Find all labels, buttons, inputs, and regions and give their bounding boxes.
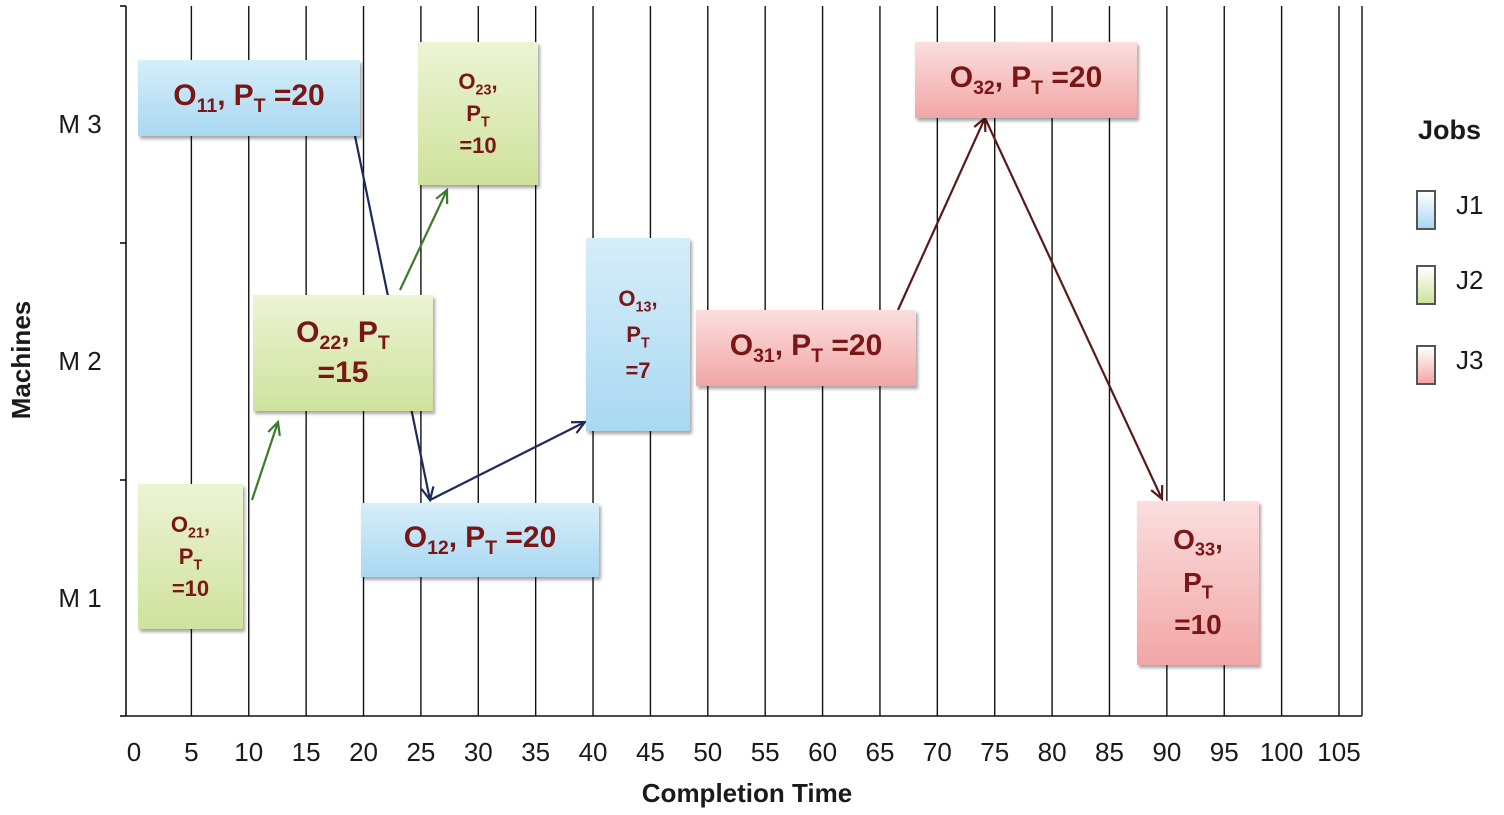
x-axis-title: Completion Time (642, 778, 852, 808)
arrow-o31-to-o32 (896, 117, 987, 311)
x-tick-label-35: 35 (521, 737, 550, 767)
x-tick-label-95: 95 (1210, 737, 1239, 767)
x-tick-label-40: 40 (579, 737, 608, 767)
x-tick-label-45: 45 (636, 737, 665, 767)
x-tick-label-75: 75 (980, 737, 1009, 767)
operation-o23: O23, PT =10 (418, 42, 538, 185)
y-tick-label-m1: M 1 (58, 583, 101, 613)
x-tick-label-10: 10 (234, 737, 263, 767)
x-tick-label-30: 30 (464, 737, 493, 767)
x-tick-label-100: 100 (1260, 737, 1303, 767)
legend-title: Jobs (1418, 115, 1482, 145)
arrowhead-o12-to-o13 (570, 420, 588, 434)
y-tick-label-m2: M 2 (58, 346, 101, 376)
operation-o33: O33, PT =10 (1137, 501, 1259, 665)
arrow-o21-to-o22 (250, 421, 280, 501)
x-tick-label-25: 25 (406, 737, 435, 767)
x-tick-label-65: 65 (865, 737, 894, 767)
arrow-o22-to-o23 (399, 189, 448, 291)
legend-swatch-j3 (1416, 345, 1436, 385)
x-tick-label-55: 55 (751, 737, 780, 767)
operation-o13: O13, PT =7 (586, 238, 690, 431)
arrow-o12-to-o13 (429, 421, 586, 501)
x-tick-label-20: 20 (349, 737, 378, 767)
arrowhead-o21-to-o22 (267, 419, 281, 437)
legend-item-j2: J2 (1416, 265, 1504, 315)
x-tick-label-80: 80 (1038, 737, 1067, 767)
legend-label-j2: J2 (1456, 265, 1484, 295)
legend-swatch-j1 (1416, 190, 1436, 230)
operation-o31: O31, PT =20 (696, 310, 916, 386)
x-tick-label-15: 15 (292, 737, 321, 767)
legend-label-j3: J3 (1456, 345, 1484, 375)
operation-o11: O11, PT =20 (138, 60, 360, 136)
legend-label-j1: J1 (1456, 190, 1484, 220)
operation-o21: O21, PT =10 (138, 484, 243, 629)
x-tick-label-90: 90 (1152, 737, 1181, 767)
legend-item-j1: J1 (1416, 190, 1504, 240)
operation-o12: O12, PT =20 (361, 503, 599, 577)
operation-o22: O22, PT =15 (253, 295, 433, 411)
arrowhead-o32-to-o33 (1150, 484, 1164, 502)
legend-item-j3: J3 (1416, 345, 1504, 395)
arrowhead-o22-to-o23 (435, 187, 449, 205)
y-axis-title: Machines (6, 301, 36, 420)
arrow-o32-to-o33 (984, 117, 1163, 500)
y-tick-label-m3: M 3 (58, 109, 101, 139)
x-tick-label-85: 85 (1095, 737, 1124, 767)
x-tick-label-60: 60 (808, 737, 837, 767)
x-tick-label-5: 5 (184, 737, 198, 767)
x-tick-label-70: 70 (923, 737, 952, 767)
legend-swatch-j2 (1416, 265, 1436, 305)
x-tick-label-50: 50 (693, 737, 722, 767)
legend: Jobs J1 J2 J3 (1408, 110, 1504, 400)
x-tick-label-105: 105 (1317, 737, 1360, 767)
x-tick-label-0: 0 (127, 737, 141, 767)
operation-o32: O32, PT =20 (915, 42, 1137, 118)
